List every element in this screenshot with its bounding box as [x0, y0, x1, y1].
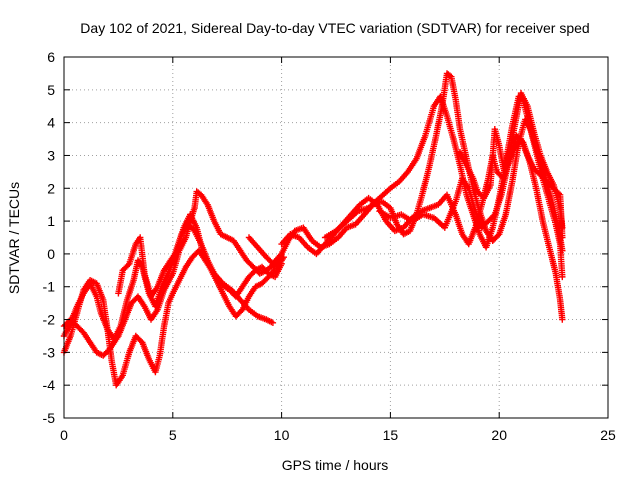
data-point-markers [115, 211, 287, 320]
y-tick-label: -1 [43, 279, 56, 295]
x-axis-label: GPS time / hours [282, 457, 389, 473]
x-tick-label: 0 [60, 427, 68, 443]
series-6 [278, 132, 566, 323]
x-tick-label: 20 [491, 427, 507, 443]
data-point-markers [456, 89, 566, 231]
series-4 [115, 211, 287, 320]
y-tick-label: -3 [43, 344, 56, 360]
x-tick-label: 25 [600, 427, 616, 443]
y-tick-label: 2 [47, 180, 55, 196]
y-tick-label: -5 [43, 410, 56, 426]
data-point-markers [278, 132, 566, 323]
y-tick-label: 5 [47, 82, 55, 98]
grid-lines [64, 57, 608, 418]
series-7 [321, 93, 566, 281]
x-tick-label: 15 [383, 427, 399, 443]
y-tick-label: 6 [47, 49, 55, 65]
y-tick-label: 3 [47, 147, 55, 163]
axis-ticks [63, 56, 609, 419]
y-tick-label: -4 [43, 377, 56, 393]
x-tick-label: 10 [274, 427, 290, 443]
y-tick-labels: -5 -4 -3 -2 -1 0 1 2 3 4 5 6 [43, 49, 56, 426]
x-tick-labels: 0 5 10 15 20 25 [60, 427, 616, 443]
x-tick-label: 5 [169, 427, 177, 443]
y-tick-label: -2 [43, 312, 56, 328]
y-tick-label: 0 [47, 246, 55, 262]
y-axis-label: SDTVAR / TECUs [6, 182, 22, 294]
plot-frame [63, 56, 609, 419]
data-point-markers [321, 93, 566, 281]
series-9 [456, 89, 566, 231]
y-tick-label: 4 [47, 115, 55, 131]
data-markers [60, 70, 566, 389]
y-tick-label: 1 [47, 213, 55, 229]
chart-title: Day 102 of 2021, Sidereal Day-to-day VTE… [80, 20, 589, 36]
